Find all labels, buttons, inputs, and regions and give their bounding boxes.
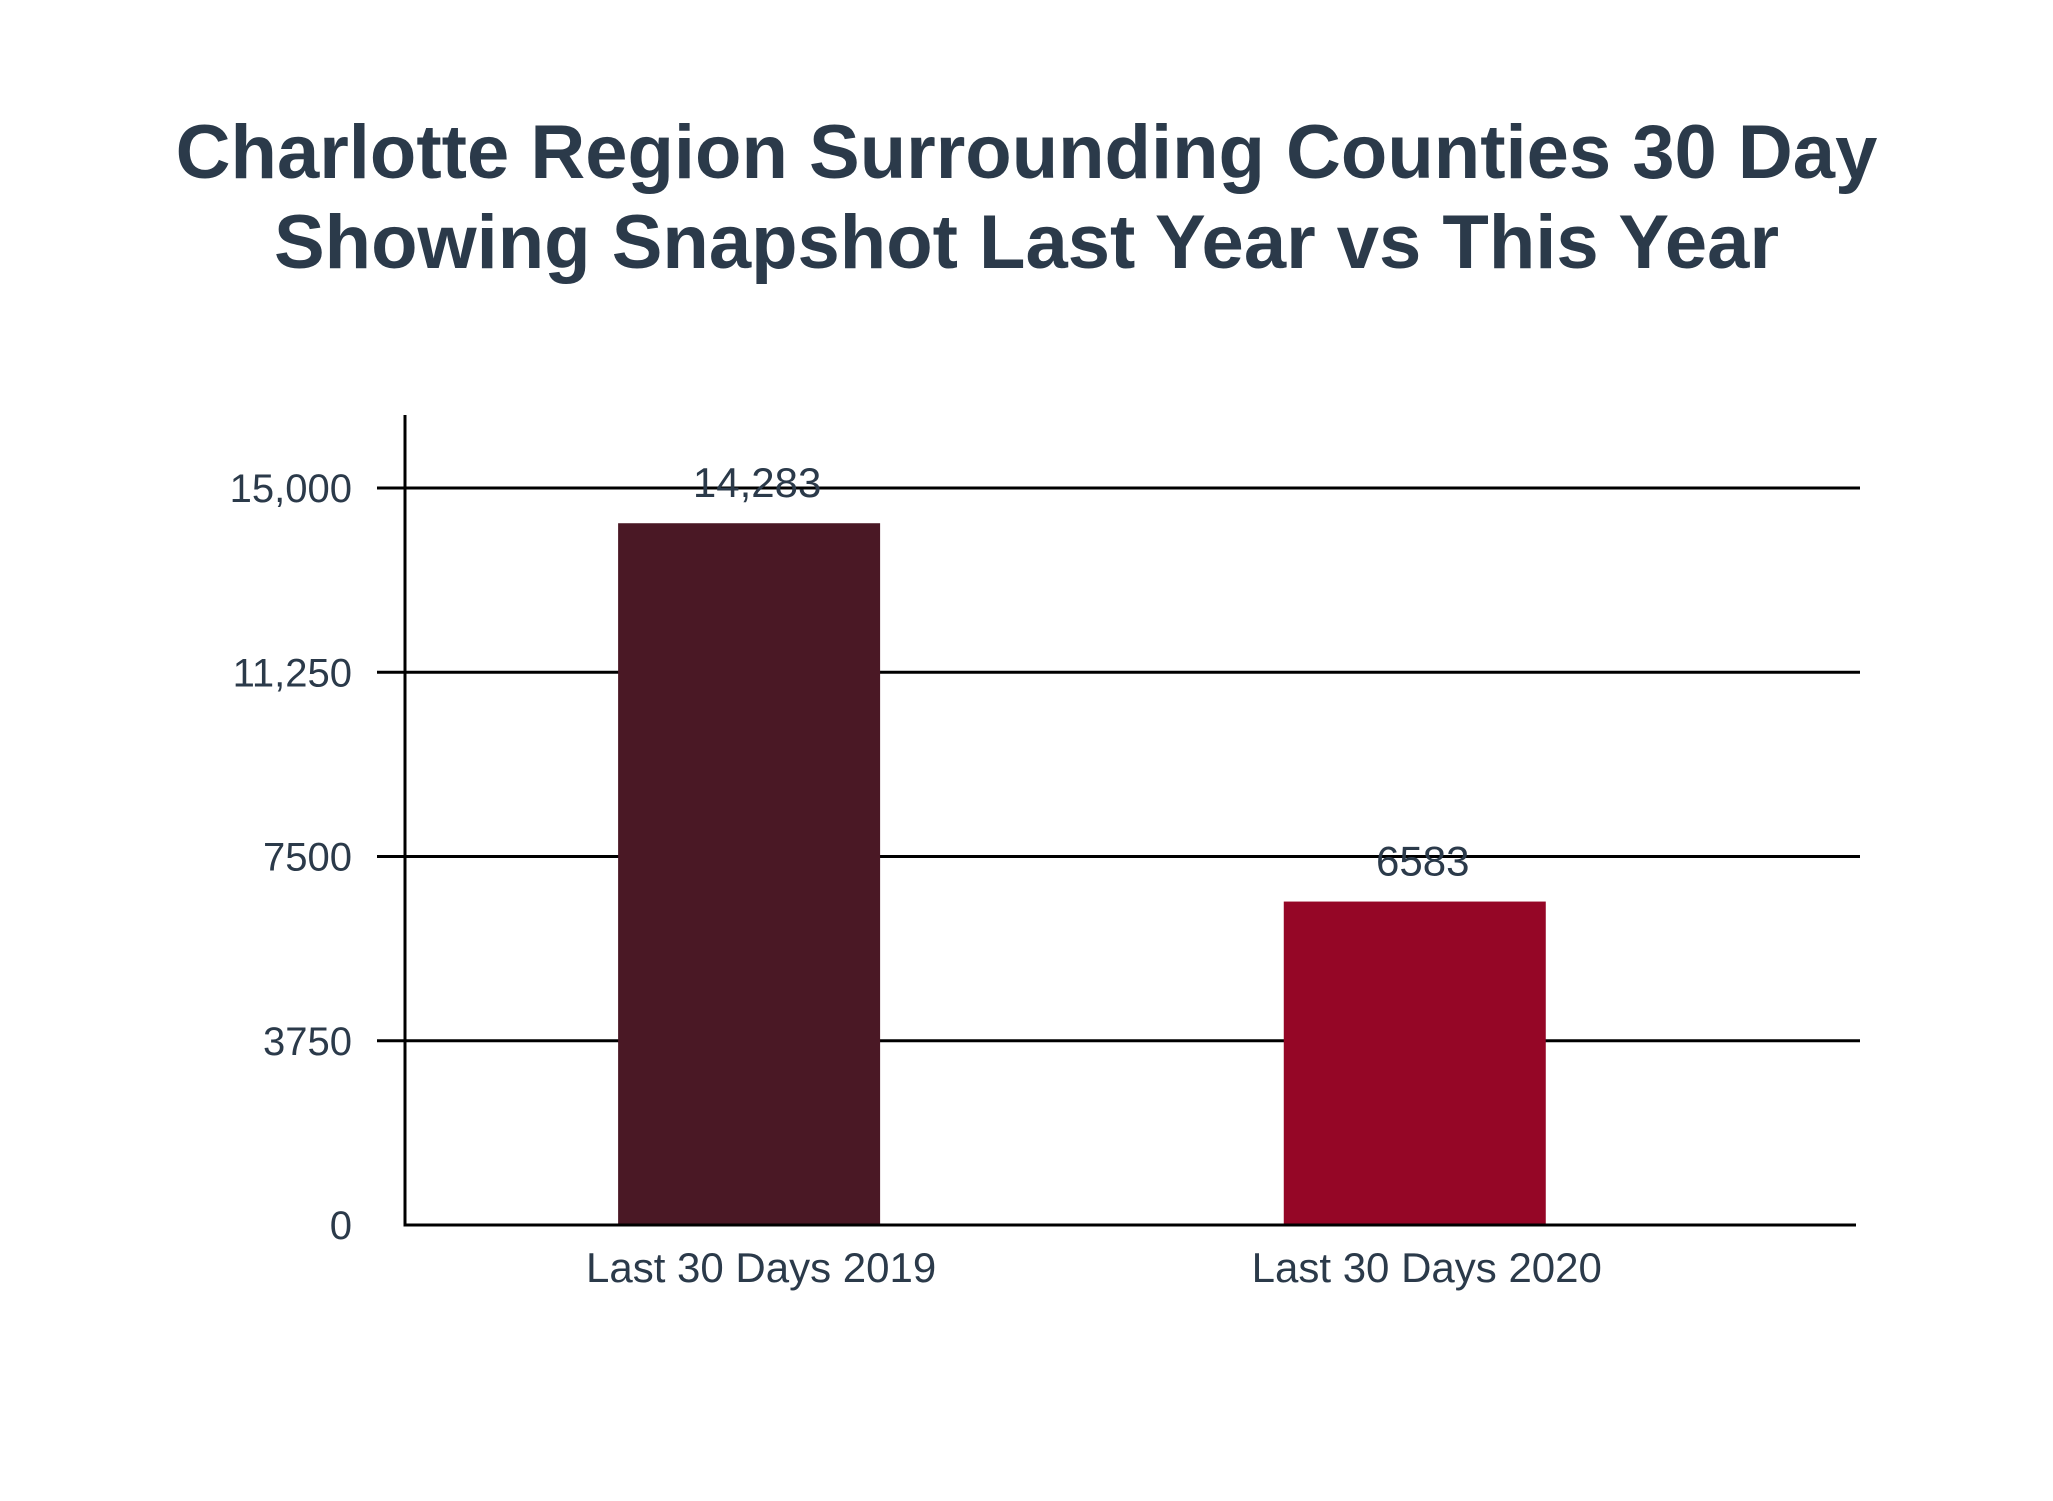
y-tick-label: 15,000 — [230, 467, 352, 511]
y-tick-label: 3750 — [263, 1020, 352, 1064]
x-tick-label: Last 30 Days 2019 — [586, 1244, 936, 1291]
labels: 0 3750 7500 11,250 15,000 14,283 Last 30 Days … — [230, 459, 1602, 1291]
data-label: 6583 — [1376, 838, 1469, 885]
data-label: 14,283 — [693, 459, 821, 506]
chart-title-line-2: Showing Snapshot Last Year vs This Year — [273, 200, 1780, 285]
axes — [403, 415, 1856, 1227]
chart-title: Charlotte Region Surrounding Counties 30… — [0, 108, 2053, 288]
y-tick-label: 7500 — [263, 836, 352, 880]
chart-title-line-1: Charlotte Region Surrounding Counties 30… — [175, 110, 1878, 195]
y-tick-label: 0 — [330, 1204, 352, 1248]
bar — [1283, 901, 1546, 1225]
bars — [618, 523, 1546, 1225]
y-tick-label: 11,250 — [233, 651, 352, 695]
bar — [618, 523, 881, 1225]
gridlines — [377, 486, 1860, 1043]
x-tick-label: Last 30 Days 2020 — [1252, 1244, 1602, 1291]
